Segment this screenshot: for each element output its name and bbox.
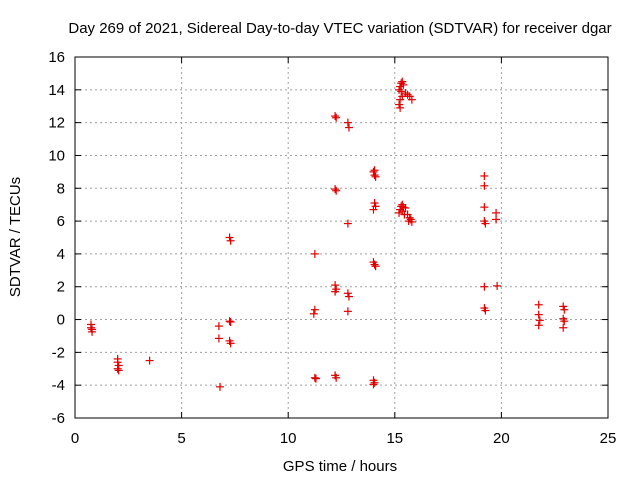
y-tick-label: 10 [48,147,65,164]
x-tick-label: 0 [71,430,79,447]
y-tick-label: 8 [57,180,65,197]
sdtvar-scatter-chart: 0 5 10 15 20 25 -6 -4 -2 0 2 4 6 8 10 12 14 16 Day 269 of… [0,0,640,480]
y-tick-label: 16 [48,49,65,66]
y-tick-label: 12 [48,115,65,132]
x-tick-label: 15 [386,430,403,447]
x-tick-label: 10 [280,430,297,447]
y-tick-label: 0 [57,312,65,329]
chart-background [0,0,640,480]
y-tick-label: 2 [57,279,65,296]
chart-root: 0 5 10 15 20 25 -6 -4 -2 0 2 4 6 8 10 12 14 16 Day 269 of… [0,0,640,480]
x-tick-label: 5 [177,430,185,447]
x-axis-label: GPS time / hours [283,458,397,475]
y-tick-label: 14 [48,82,65,99]
chart-title: Day 269 of 2021, Sidereal Day-to-day VTE… [68,20,611,37]
y-tick-label: -6 [52,410,65,427]
y-tick-label: -2 [52,344,65,361]
y-tick-label: -4 [52,377,65,394]
x-tick-label: 20 [493,430,510,447]
x-tick-label: 25 [600,430,617,447]
y-tick-label: 6 [57,213,65,230]
y-axis-label: SDTVAR / TECUs [7,177,24,297]
y-tick-label: 4 [57,246,65,263]
